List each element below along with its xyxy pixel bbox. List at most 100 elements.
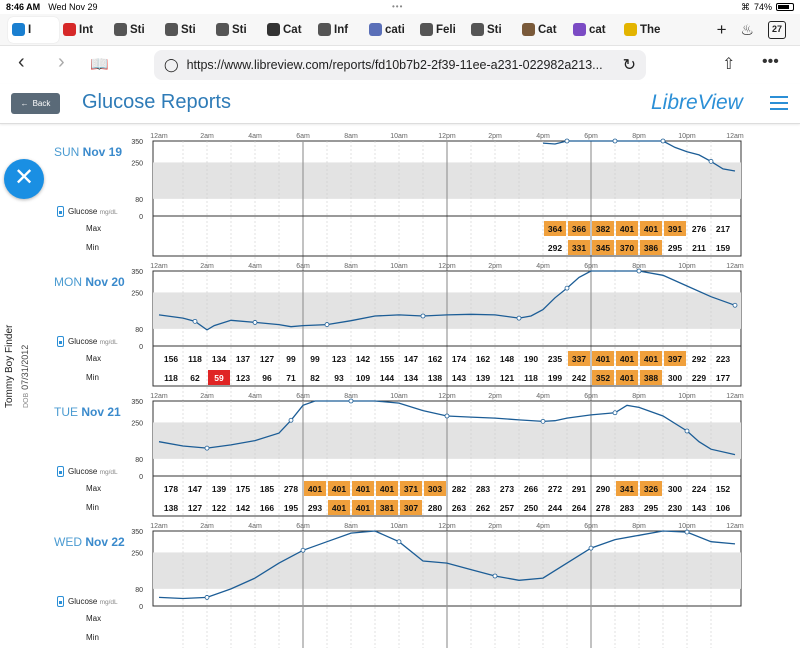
time-tick-label: 2am: [200, 523, 214, 530]
battery-icon: [776, 3, 794, 11]
max-value: 273: [500, 484, 514, 494]
min-value: 122: [212, 503, 226, 513]
scan-point: [252, 320, 258, 325]
tab-label: cat: [589, 23, 606, 36]
status-bar: 8:46 AM Wed Nov 29 ⌘ 74%: [0, 0, 800, 14]
min-value: 401: [356, 503, 370, 513]
max-value: 337: [572, 354, 586, 364]
browser-tab[interactable]: Int: [59, 17, 110, 43]
scan-point: [192, 318, 198, 324]
scan-point: [564, 285, 570, 291]
y-tick-label: 350: [131, 529, 143, 536]
scan-point: [396, 539, 402, 545]
browser-tab[interactable]: Sti: [467, 17, 518, 43]
value-highlight: [328, 500, 350, 515]
min-value: 199: [548, 373, 562, 383]
min-value: 127: [188, 503, 202, 513]
scan-point: [636, 268, 642, 274]
browser-tab[interactable]: Cat: [263, 17, 314, 43]
value-highlight: [208, 370, 230, 385]
max-value: 185: [260, 484, 274, 494]
min-value: 138: [164, 503, 178, 513]
glucose-trace: [158, 400, 736, 456]
max-value: 366: [572, 224, 586, 234]
max-value: 272: [548, 484, 562, 494]
day-label: MON Nov 20: [54, 275, 125, 289]
meter-icon: [57, 206, 64, 217]
min-value: 262: [476, 503, 490, 513]
time-tick-label: 6pm: [584, 393, 598, 400]
scan-point: [288, 417, 294, 423]
max-value: 223: [716, 354, 730, 364]
browser-tab[interactable]: Feli: [416, 17, 467, 43]
max-value: 401: [332, 484, 346, 494]
tab-label: Sti: [487, 23, 502, 36]
min-value: 386: [644, 243, 658, 253]
browser-tab[interactable]: Inf: [314, 17, 365, 43]
glucose-day-chart: 350 250 80 0 12am 2am 4am 6am 8am 10am 12pm 2pm 4pm 6…: [131, 523, 744, 648]
y-tick-label: 0: [139, 604, 143, 611]
back-button-label: Back: [32, 99, 51, 108]
min-value: 118: [164, 373, 178, 383]
min-value: 143: [452, 373, 466, 383]
time-tick-label: 12pm: [438, 263, 456, 270]
browser-tab[interactable]: I: [8, 16, 59, 43]
scan-point: [732, 302, 738, 308]
min-value: 121: [500, 373, 514, 383]
back-button[interactable]: ← Back: [11, 93, 60, 114]
min-value: 96: [262, 373, 272, 383]
min-value: 293: [308, 503, 322, 513]
glucose-day-chart: 350 250 80 0 12am 2am 4am 6am 8am 10am 12pm 2pm 4pm 6…: [131, 133, 744, 274]
flame-icon[interactable]: ♨: [740, 21, 754, 39]
glucose-day-chart: 350 250 80 0 12am 2am 4am 6am 8am 10am 12pm 2pm 4pm 6…: [131, 263, 744, 404]
glucose-trace: [542, 140, 736, 172]
time-tick-label: 4am: [248, 523, 262, 530]
more-icon[interactable]: •••: [762, 53, 779, 70]
shield-icon: ◯: [164, 57, 179, 72]
time-tick-label: 2am: [200, 133, 214, 140]
time-tick-label: 12am: [726, 133, 744, 140]
tab-label: Cat: [283, 23, 302, 36]
back-arrow-icon[interactable]: ‹: [18, 51, 25, 73]
share-icon[interactable]: ⇧: [722, 56, 736, 73]
browser-tab[interactable]: Cat: [518, 17, 569, 43]
min-value: 292: [548, 243, 562, 253]
tab-label: cati: [385, 23, 405, 36]
hamburger-menu-icon[interactable]: [770, 96, 788, 110]
time-tick-label: 6am: [296, 523, 310, 530]
address-field[interactable]: ◯ https://www.libreview.com/reports/fd10…: [154, 50, 646, 80]
max-value: 292: [692, 354, 706, 364]
close-panel-button[interactable]: ✕: [4, 159, 44, 199]
browser-tab[interactable]: cat: [569, 17, 620, 43]
browser-tab[interactable]: The: [620, 17, 671, 43]
reload-icon[interactable]: ↻: [622, 57, 636, 74]
scan-point: [660, 138, 666, 144]
scan-point: [300, 547, 306, 553]
min-value: 106: [716, 503, 730, 513]
value-highlight: [568, 221, 590, 236]
time-tick-label: 6am: [296, 133, 310, 140]
y-tick-label: 350: [131, 139, 143, 146]
cat-favicon-icon: [165, 23, 178, 36]
new-tab-icon[interactable]: +: [716, 19, 727, 39]
min-label: Min: [86, 243, 99, 252]
browser-tab[interactable]: Sti: [212, 17, 263, 43]
browser-tab[interactable]: cati: [365, 17, 416, 43]
tab-label: I: [28, 23, 32, 36]
day-report: WED Nov 22 Glucose mg/dL Max Min 350 250 80 0 12…: [48, 518, 800, 648]
browser-tab[interactable]: Sti: [110, 17, 161, 43]
close-icon: ✕: [13, 164, 35, 191]
glucose-day-chart: 350 250 80 0 12am 2am 4am 6am 8am 10am 12pm 2pm 4pm 6…: [131, 393, 744, 534]
min-value: 307: [404, 503, 418, 513]
forward-arrow-icon[interactable]: ›: [58, 51, 65, 73]
max-value: 162: [476, 354, 490, 364]
min-value: 123: [236, 373, 250, 383]
max-value: 99: [286, 354, 296, 364]
multitask-dots-icon[interactable]: •••: [392, 2, 404, 11]
min-value: 388: [644, 373, 658, 383]
browser-tab[interactable]: Sti: [161, 17, 212, 43]
tab-count-button[interactable]: 27: [768, 20, 786, 39]
reader-book-icon[interactable]: 📖: [90, 56, 109, 73]
time-tick-label: 12am: [150, 523, 168, 530]
tab-label: Feli: [436, 23, 456, 36]
